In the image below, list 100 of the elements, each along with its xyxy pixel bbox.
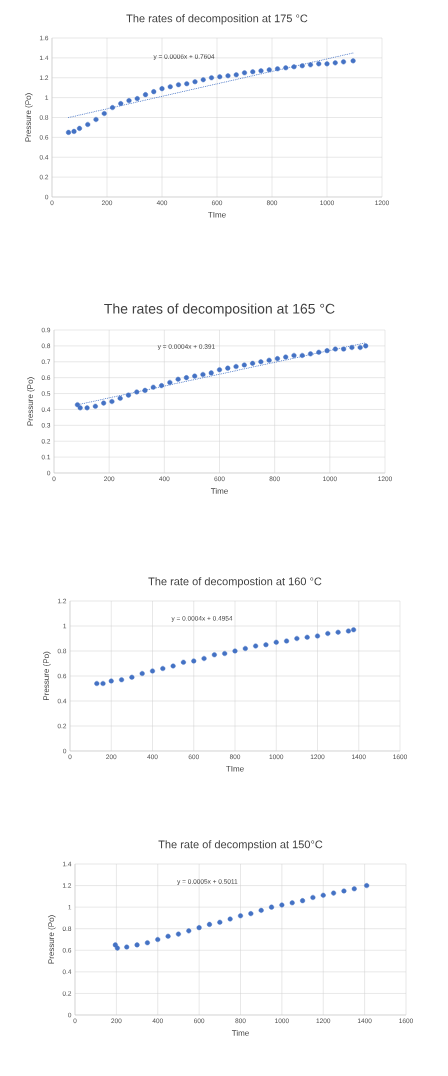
- point: [167, 379, 173, 385]
- point: [134, 96, 140, 102]
- point: [134, 942, 140, 948]
- point: [134, 389, 140, 395]
- point: [124, 944, 130, 950]
- point: [108, 678, 114, 684]
- point: [325, 630, 331, 636]
- point: [273, 639, 279, 645]
- point: [208, 370, 214, 376]
- y-axis-title: Pressure (Po): [25, 93, 33, 142]
- point: [258, 359, 264, 365]
- point: [150, 668, 155, 674]
- point: [279, 902, 285, 908]
- point: [250, 360, 256, 366]
- point: [175, 931, 181, 937]
- point: [211, 652, 217, 658]
- point: [232, 648, 238, 654]
- point: [275, 66, 280, 72]
- point: [155, 937, 161, 942]
- point: [66, 129, 71, 135]
- point: [109, 399, 115, 404]
- point: [266, 357, 272, 363]
- point: [201, 655, 207, 661]
- point: [308, 351, 314, 357]
- point: [242, 645, 248, 651]
- point: [332, 346, 338, 352]
- point: [324, 61, 330, 67]
- y-axis-title: Pressure (Po): [48, 915, 56, 964]
- point: [150, 384, 156, 390]
- point: [238, 913, 243, 919]
- point: [316, 349, 322, 355]
- point: [222, 650, 228, 656]
- point: [71, 128, 77, 134]
- point: [84, 405, 90, 411]
- point: [196, 925, 202, 931]
- point: [119, 677, 125, 683]
- point: [248, 911, 254, 917]
- point: [100, 680, 106, 686]
- point: [167, 84, 173, 90]
- point: [180, 659, 186, 665]
- point: [331, 890, 337, 896]
- point: [186, 928, 192, 934]
- point: [144, 940, 150, 946]
- point: [351, 627, 357, 633]
- point: [274, 356, 280, 362]
- point: [341, 346, 347, 352]
- point: [217, 919, 223, 925]
- point: [192, 373, 198, 379]
- x-axis-title: TIme: [226, 765, 244, 772]
- point: [110, 105, 115, 111]
- point: [191, 658, 197, 664]
- point: [159, 383, 165, 389]
- chart-title: The rates of decomposition at 165 °C: [104, 303, 335, 317]
- point: [117, 395, 123, 401]
- point: [308, 62, 313, 68]
- x-axis-title: Time: [231, 1029, 249, 1036]
- point: [310, 894, 316, 900]
- point: [101, 400, 107, 406]
- point: [175, 376, 181, 382]
- point: [165, 933, 171, 939]
- point: [184, 81, 190, 87]
- point: [176, 82, 181, 88]
- point: [357, 344, 363, 350]
- point: [341, 59, 346, 65]
- point: [233, 72, 239, 78]
- point: [206, 921, 212, 927]
- point: [142, 387, 148, 393]
- point: [183, 375, 189, 381]
- point: [263, 642, 269, 648]
- point: [324, 348, 330, 354]
- point: [351, 886, 357, 892]
- point: [93, 116, 99, 122]
- point: [315, 633, 320, 639]
- point: [170, 663, 176, 669]
- point: [126, 98, 132, 104]
- point: [291, 64, 297, 70]
- point: [299, 352, 305, 358]
- point: [258, 907, 264, 913]
- point: [129, 674, 135, 680]
- point: [200, 371, 206, 377]
- point: [192, 79, 198, 85]
- point: [233, 364, 239, 370]
- point: [241, 362, 247, 368]
- point: [139, 670, 145, 676]
- point: [316, 61, 322, 67]
- point: [253, 643, 259, 649]
- point: [114, 945, 120, 951]
- y-axis-title: Pressure (Po): [43, 651, 51, 701]
- point: [118, 101, 124, 107]
- point: [217, 367, 222, 373]
- point: [225, 73, 231, 79]
- point: [299, 63, 305, 69]
- point: [283, 354, 289, 360]
- point: [345, 628, 351, 634]
- chart-title: The rate of decompostion at 160 °C: [148, 577, 322, 588]
- point: [269, 904, 275, 910]
- point: [94, 680, 100, 686]
- point: [283, 65, 289, 71]
- point: [160, 665, 166, 671]
- point: [143, 92, 148, 98]
